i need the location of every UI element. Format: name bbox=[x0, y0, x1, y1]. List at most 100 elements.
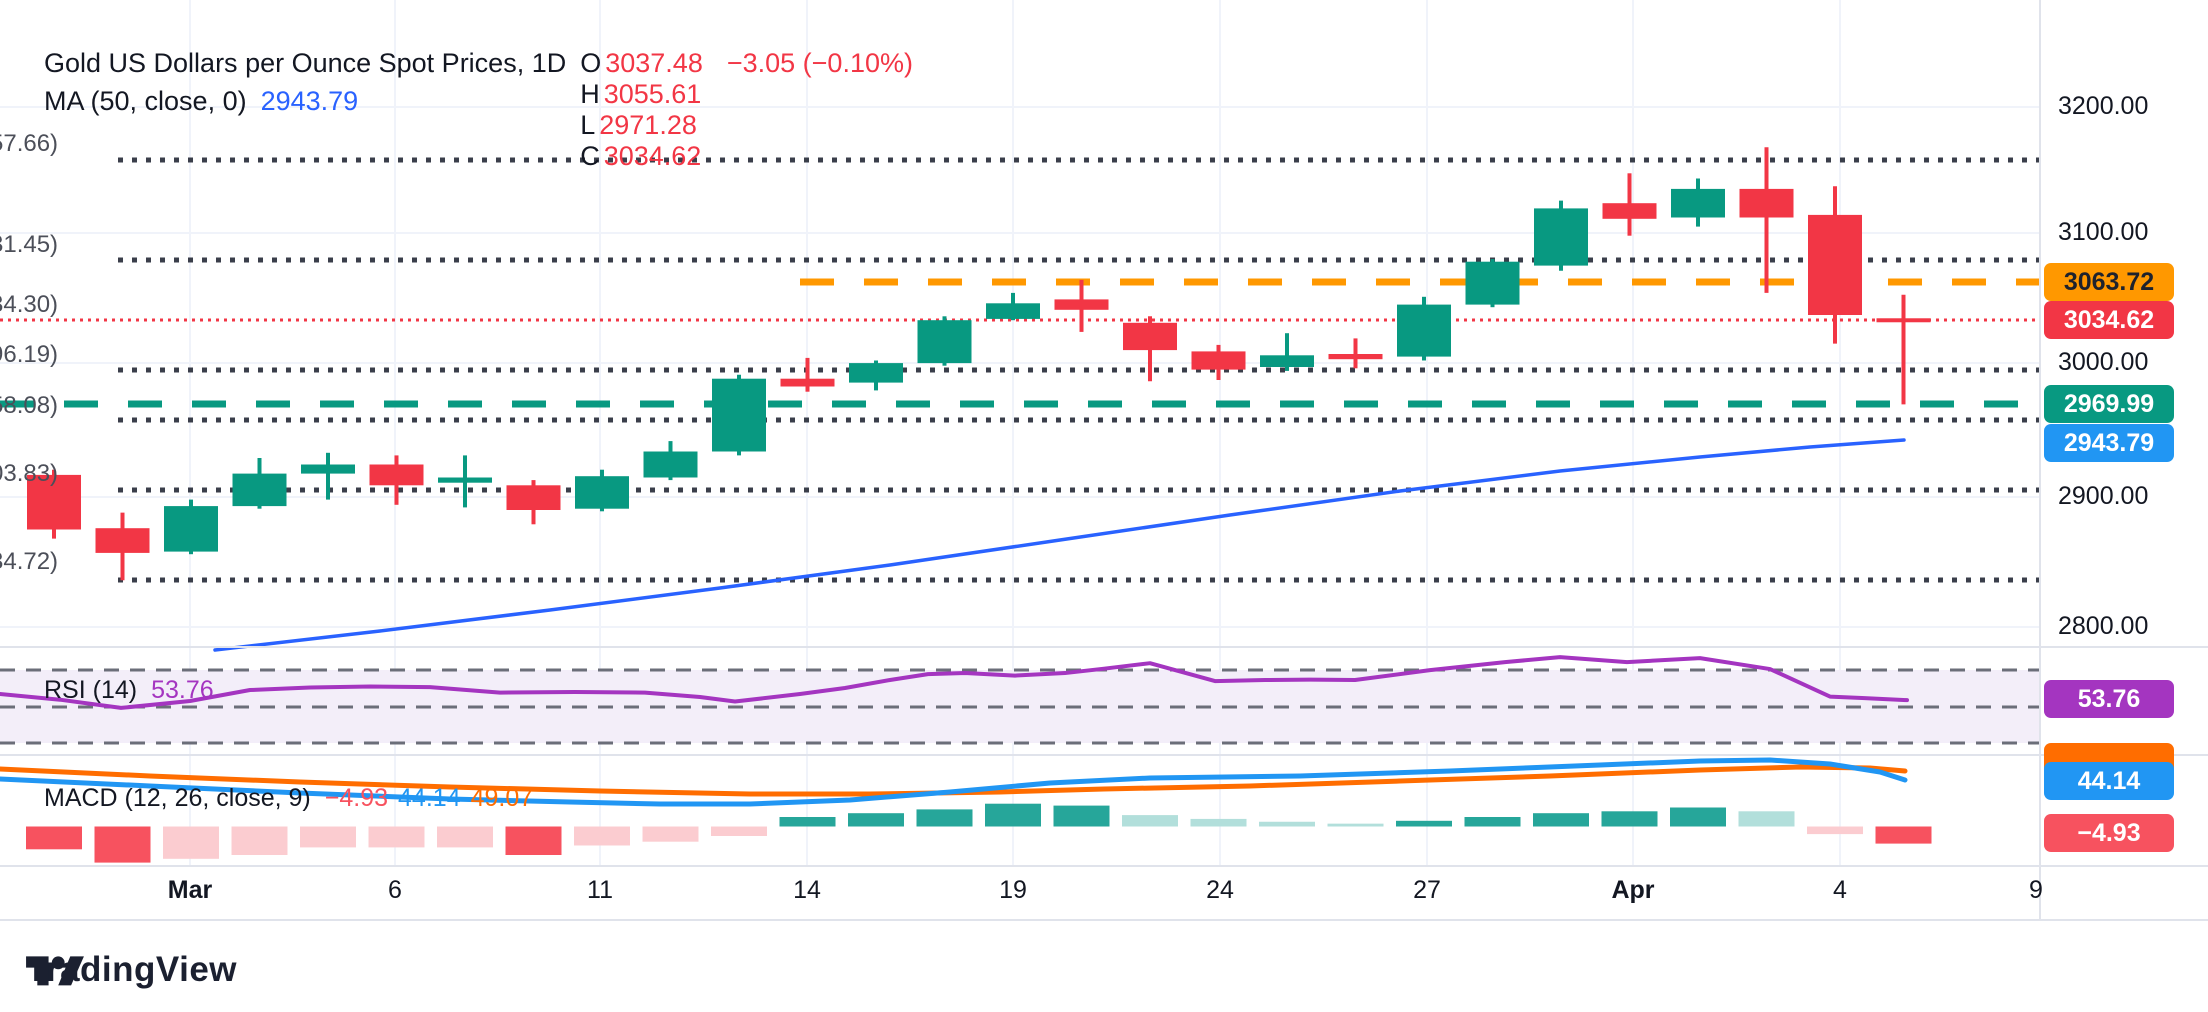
macd-histogram-bar bbox=[437, 826, 493, 848]
rsi-value: 53.76 bbox=[151, 676, 214, 704]
candle bbox=[1328, 338, 1383, 369]
macd-histogram-bar bbox=[1670, 807, 1726, 827]
macd-histogram-bar bbox=[848, 813, 904, 827]
macd-histogram-bar bbox=[1807, 826, 1863, 835]
price-change: −3.05 (−0.10%) bbox=[726, 48, 913, 78]
ohlc-pair: C 3034.62 bbox=[580, 141, 702, 171]
price-axis-tick: 2800.00 bbox=[2058, 612, 2149, 640]
macd-histogram-bar bbox=[916, 809, 973, 827]
ma-legend-row[interactable]: MA (50, close, 0) 2943.79 bbox=[44, 86, 358, 117]
candle bbox=[1260, 333, 1314, 371]
last-price-badge: 3034.62 bbox=[2044, 301, 2174, 339]
rsi-legend-row[interactable]: RSI (14) 53.76 bbox=[44, 676, 214, 705]
ma50-line bbox=[213, 438, 1906, 652]
tradingview-logo[interactable]: TradingView bbox=[26, 950, 237, 990]
candle bbox=[1123, 316, 1177, 382]
time-axis-label: 9 bbox=[2029, 876, 2043, 904]
time-axis-label: 14 bbox=[793, 876, 821, 904]
price-axis-tick: 2900.00 bbox=[2058, 482, 2149, 510]
candle bbox=[438, 455, 492, 508]
candle bbox=[575, 469, 629, 512]
macd-histogram-bar bbox=[1259, 821, 1315, 827]
level-label-cutoff: 03.83) bbox=[0, 460, 59, 487]
macd-histogram-bar bbox=[574, 826, 630, 846]
macd-histogram-bar bbox=[1533, 813, 1589, 827]
level-label-cutoff: 34.30) bbox=[0, 291, 59, 318]
time-axis-label: 11 bbox=[587, 876, 613, 904]
macd-histogram-bar bbox=[1738, 811, 1795, 827]
macd-histogram-bar bbox=[505, 826, 562, 855]
macd-value-badge: 44.14 bbox=[2044, 762, 2174, 800]
ohlc-pair: L 2971.28 bbox=[580, 110, 697, 140]
candle bbox=[1534, 200, 1588, 271]
macd-histogram-bar bbox=[94, 826, 151, 863]
ma-value: 2943.79 bbox=[260, 86, 359, 116]
macd-histogram-bar bbox=[300, 826, 356, 848]
time-axis-label: 4 bbox=[1833, 876, 1847, 904]
macd-legend-value: 44.14 bbox=[398, 784, 461, 812]
macd-line bbox=[0, 757, 1908, 807]
level-label-cutoff: 58.08) bbox=[0, 392, 59, 419]
macd-histogram-bar bbox=[1190, 818, 1247, 827]
macd-values: −4.93 44.14 49.07 bbox=[325, 784, 543, 813]
candle bbox=[1054, 279, 1109, 332]
candle bbox=[1465, 259, 1520, 308]
level-label-cutoff: 57.66) bbox=[0, 130, 59, 157]
rsi-value-badge: 53.76 bbox=[2044, 680, 2174, 718]
level-label-cutoff: 96.19) bbox=[0, 341, 59, 368]
macd-histogram-bar bbox=[231, 826, 288, 855]
candle bbox=[506, 480, 561, 525]
candle bbox=[1739, 147, 1794, 293]
time-axis-label: Mar bbox=[167, 876, 213, 904]
candle bbox=[1808, 186, 1862, 344]
macd-legend-value: −4.93 bbox=[324, 784, 389, 812]
macd-label: MACD (12, 26, close, 9) bbox=[44, 784, 311, 812]
time-axis-label: 24 bbox=[1206, 876, 1234, 904]
candle bbox=[780, 357, 835, 392]
macd-legend-row[interactable]: MACD (12, 26, close, 9) −4.93 44.14 49.07 bbox=[44, 784, 543, 813]
candle bbox=[1397, 296, 1451, 361]
time-axis-label: 6 bbox=[388, 876, 402, 904]
macd-histogram-bar bbox=[1464, 817, 1521, 827]
level-badge-orange[interactable]: 3063.72 bbox=[2044, 263, 2174, 301]
time-axis-label: Apr bbox=[1611, 876, 1655, 904]
rsi-line bbox=[0, 655, 1909, 710]
macd-histogram-bar bbox=[163, 826, 219, 859]
candle bbox=[95, 512, 150, 581]
macd-histogram-bar bbox=[1327, 823, 1384, 827]
price-axis-tick: 3000.00 bbox=[2058, 348, 2149, 376]
rsi-label: RSI (14) bbox=[44, 676, 138, 704]
ma-value-badge: 2943.79 bbox=[2044, 424, 2174, 462]
candle bbox=[27, 469, 81, 539]
candle bbox=[849, 360, 903, 391]
price-axis-tick: 3200.00 bbox=[2058, 92, 2149, 120]
candle bbox=[712, 374, 766, 456]
candle bbox=[1671, 178, 1725, 227]
ohlc-pair: H 3055.61 bbox=[580, 79, 702, 109]
macd-histogram-bar bbox=[1122, 815, 1178, 827]
candle bbox=[301, 452, 355, 500]
candle bbox=[1191, 344, 1246, 380]
macd-histogram-bar bbox=[1396, 820, 1452, 827]
macd-histogram-bar bbox=[779, 817, 836, 827]
macd-legend-value: 49.07 bbox=[470, 784, 534, 812]
macd-histogram-bar bbox=[1053, 805, 1110, 827]
candle bbox=[1602, 173, 1657, 236]
candle bbox=[164, 499, 218, 555]
candle bbox=[643, 441, 698, 481]
macd-histogram-bar bbox=[26, 826, 82, 850]
symbol-title: Gold US Dollars per Ounce Spot Prices, 1… bbox=[44, 48, 567, 78]
macd-histogram-bar bbox=[1875, 826, 1932, 844]
symbol-legend-row[interactable]: Gold US Dollars per Ounce Spot Prices, 1… bbox=[44, 48, 913, 172]
macd-signal-line bbox=[0, 764, 1908, 797]
macd-histogram-bar bbox=[711, 826, 767, 836]
candle bbox=[917, 316, 972, 366]
level-badge-green[interactable]: 2969.99 bbox=[2044, 385, 2174, 423]
macd-histogram-bar bbox=[985, 803, 1041, 827]
ohlc-values: O 3037.48 H 3055.61 L 2971.28 C 3034.62 bbox=[580, 48, 713, 172]
macd-histogram-bar bbox=[1601, 811, 1658, 827]
time-axis-label: 19 bbox=[999, 876, 1027, 904]
level-label-cutoff: 34.72) bbox=[0, 548, 59, 575]
